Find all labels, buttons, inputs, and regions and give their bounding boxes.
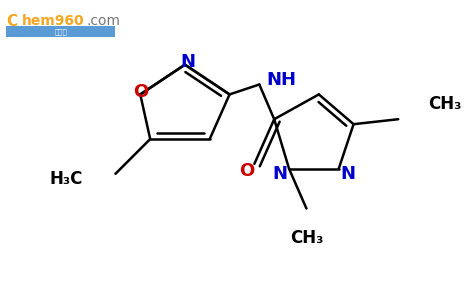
Text: NH: NH (267, 71, 297, 88)
Text: O: O (239, 162, 255, 180)
Text: N: N (340, 165, 355, 183)
Text: 化工网: 化工网 (55, 29, 67, 35)
Text: CH₃: CH₃ (428, 95, 461, 113)
FancyBboxPatch shape (6, 26, 116, 38)
Text: C: C (6, 13, 18, 28)
Text: CH₃: CH₃ (290, 229, 323, 247)
Text: N: N (180, 53, 195, 71)
Text: .com: .com (87, 14, 121, 28)
Text: O: O (133, 83, 148, 101)
Text: N: N (273, 165, 288, 183)
Text: hem960: hem960 (22, 14, 85, 28)
Text: H₃C: H₃C (49, 170, 82, 188)
